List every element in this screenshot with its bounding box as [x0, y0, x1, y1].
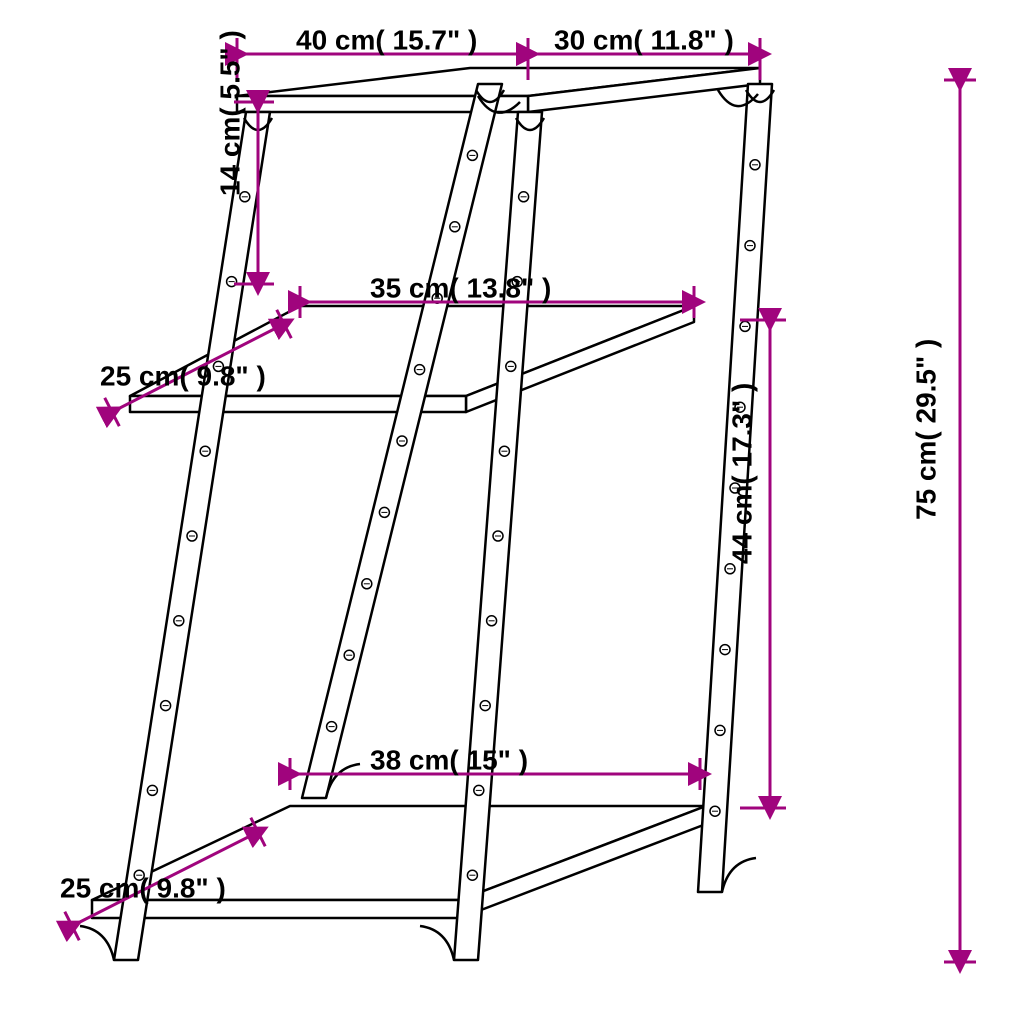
dimension-label: 44 cm( 17.3" ) [726, 383, 757, 564]
furniture-outline [80, 68, 774, 960]
dimension-label: 75 cm( 29.5" ) [910, 339, 941, 520]
dimension-label: 35 cm( 13.8" ) [370, 272, 551, 303]
dimension-label: 25 cm( 9.8" ) [100, 360, 266, 391]
dimension-label: 25 cm( 9.8" ) [60, 872, 226, 903]
dimension-label: 40 cm( 15.7" ) [296, 24, 477, 55]
dimension-label: 38 cm( 15" ) [370, 744, 528, 775]
dimension-label: 30 cm( 11.8" ) [554, 24, 734, 55]
dimension-label: 14 cm( 5.5" ) [214, 30, 245, 196]
dimension-diagram: 40 cm( 15.7" ) 30 cm( 11.8" ) 35 cm( 13.8"… [0, 0, 1024, 1024]
